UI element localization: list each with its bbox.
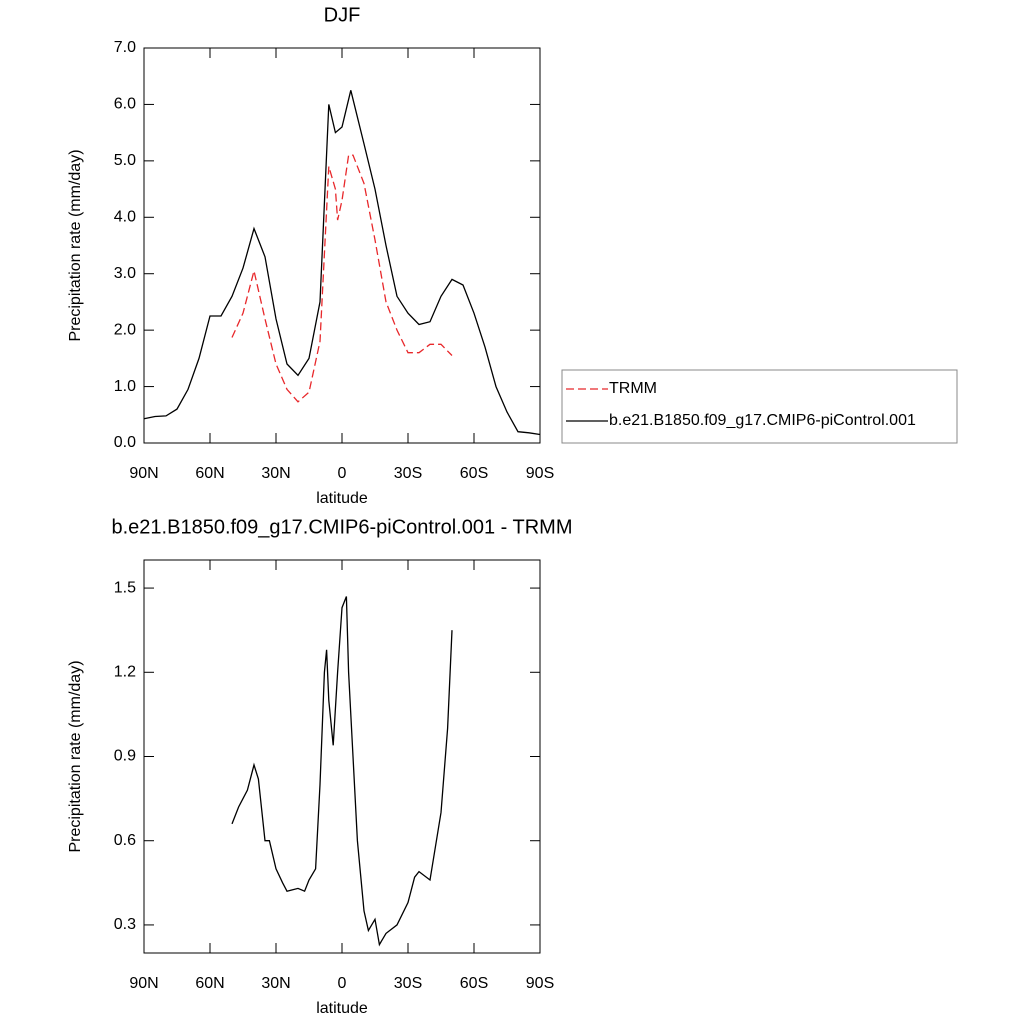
y-tick-label: 6.0 xyxy=(114,96,136,113)
y-tick-label: 0.3 xyxy=(114,916,136,933)
x-tick-label: 30N xyxy=(261,975,290,992)
x-tick-label: 0 xyxy=(338,465,347,482)
data-line xyxy=(231,596,453,947)
y-tick-label: 4.0 xyxy=(114,209,136,226)
x-axis-label: latitude xyxy=(316,490,368,507)
x-tick-label: 30N xyxy=(261,465,290,482)
data-line xyxy=(231,154,453,403)
legend-label: TRMM xyxy=(609,380,657,397)
chart-title: DJF xyxy=(324,4,361,26)
x-tick-label: 90N xyxy=(129,975,158,992)
y-tick-label: 0.0 xyxy=(114,434,136,451)
x-tick-label: 60N xyxy=(195,975,224,992)
chart-title: b.e21.B1850.f09_g17.CMIP6-piControl.001 … xyxy=(112,516,573,538)
x-tick-label: 90S xyxy=(526,465,554,482)
y-tick-label: 7.0 xyxy=(114,39,136,56)
x-tick-label: 30S xyxy=(394,465,422,482)
x-tick-label: 60N xyxy=(195,465,224,482)
y-tick-label: 1.2 xyxy=(114,664,136,681)
legend-label: b.e21.B1850.f09_g17.CMIP6-piControl.001 xyxy=(609,412,916,429)
y-tick-label: 5.0 xyxy=(114,152,136,169)
plot-frame xyxy=(143,559,541,954)
x-axis-label: latitude xyxy=(316,1000,368,1017)
x-tick-label: 30S xyxy=(394,975,422,992)
y-tick-label: 0.9 xyxy=(114,748,136,765)
legend-box xyxy=(561,369,958,444)
y-tick-label: 1.0 xyxy=(114,378,136,395)
y-axis-label: Precipitation rate (mm/day) xyxy=(67,149,84,341)
data-line xyxy=(143,90,541,436)
y-tick-label: 3.0 xyxy=(114,265,136,282)
x-tick-label: 60S xyxy=(460,975,488,992)
x-tick-label: 90S xyxy=(526,975,554,992)
y-tick-label: 2.0 xyxy=(114,321,136,338)
plot-frame xyxy=(143,47,541,444)
x-tick-label: 0 xyxy=(338,975,347,992)
x-tick-label: 90N xyxy=(129,465,158,482)
y-tick-label: 1.5 xyxy=(114,579,136,596)
y-axis-label: Precipitation rate (mm/day) xyxy=(67,660,84,852)
x-tick-label: 60S xyxy=(460,465,488,482)
y-tick-label: 0.6 xyxy=(114,832,136,849)
